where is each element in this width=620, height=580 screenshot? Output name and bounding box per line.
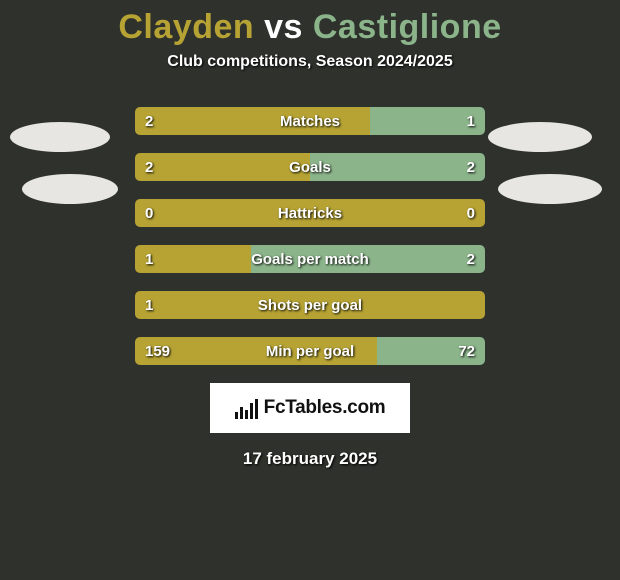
- stat-right-value: 2: [467, 245, 475, 273]
- logo-text: FcTables.com: [264, 397, 386, 419]
- stat-row: Shots per goal1: [135, 291, 485, 319]
- stat-left-value: 0: [145, 199, 153, 227]
- stat-label: Goals per match: [135, 245, 485, 273]
- stat-label: Matches: [135, 107, 485, 135]
- stat-right-value: 1: [467, 107, 475, 135]
- player-badge-icon: [10, 122, 110, 152]
- player-badge-icon: [22, 174, 118, 204]
- stat-right-value: 2: [467, 153, 475, 181]
- fctables-logo: FcTables.com: [210, 383, 410, 433]
- competition-subtitle: Club competitions, Season 2024/2025: [0, 53, 620, 71]
- player-badge-icon: [498, 174, 602, 204]
- stat-row: Goals2 2: [135, 153, 485, 181]
- stat-row: Hattricks0 0: [135, 199, 485, 227]
- stat-right-value: 72: [458, 337, 475, 365]
- comparison-title: Clayden vs Castiglione: [0, 0, 620, 47]
- date-label: 17 february 2025: [0, 449, 620, 469]
- stat-left-value: 2: [145, 153, 153, 181]
- stat-row: Matches2 1: [135, 107, 485, 135]
- stat-row: Goals per match1 2: [135, 245, 485, 273]
- stat-left-value: 1: [145, 291, 153, 319]
- player-a-name: Clayden: [118, 8, 254, 46]
- stat-right-value: 0: [467, 199, 475, 227]
- vs-label: vs: [264, 8, 303, 46]
- stat-label: Goals: [135, 153, 485, 181]
- stat-label: Min per goal: [135, 337, 485, 365]
- player-badge-icon: [488, 122, 592, 152]
- stat-label: Hattricks: [135, 199, 485, 227]
- bar-chart-icon: [235, 397, 258, 419]
- player-b-name: Castiglione: [313, 8, 502, 46]
- stat-left-value: 2: [145, 107, 153, 135]
- stat-left-value: 1: [145, 245, 153, 273]
- stat-row: Min per goal159 72: [135, 337, 485, 365]
- stat-left-value: 159: [145, 337, 170, 365]
- stat-label: Shots per goal: [135, 291, 485, 319]
